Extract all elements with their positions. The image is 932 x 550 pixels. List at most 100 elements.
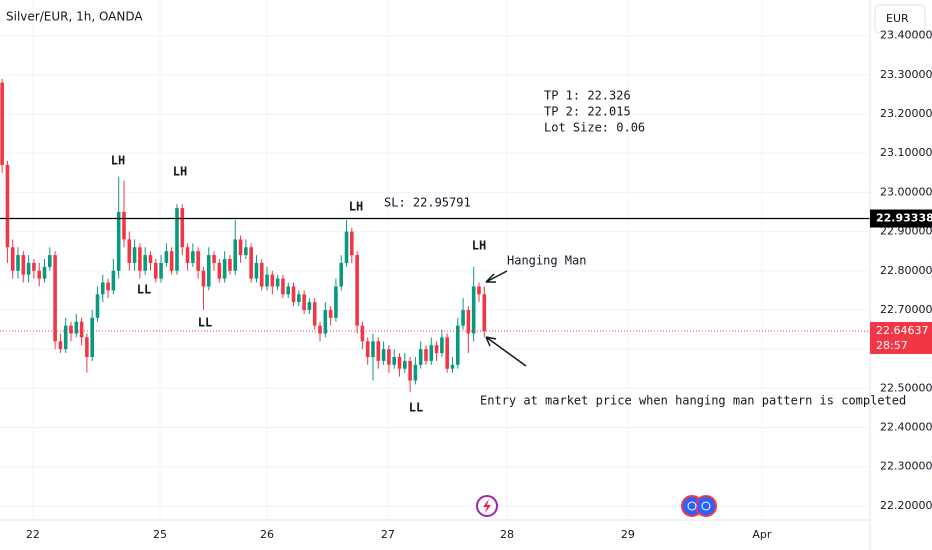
annotation: TP 1: 22.326 (544, 89, 631, 103)
y-tick-label: 23.20000 (880, 107, 932, 120)
candle-body (397, 356, 402, 369)
stop-loss-label-box (870, 209, 932, 228)
candle-body (413, 364, 418, 381)
candle-body (217, 262, 222, 279)
candle-body (106, 282, 110, 291)
currency-label[interactable]: EUR (886, 12, 909, 25)
candle-body (191, 251, 195, 263)
y-tick-label: 22.70000 (880, 303, 932, 316)
candle-body (455, 325, 460, 365)
candle-body (265, 274, 269, 287)
candle-body (21, 255, 26, 275)
candle-body (16, 255, 20, 271)
candle-body (79, 321, 84, 338)
x-tick-label: 25 (153, 528, 167, 541)
candle-body (365, 341, 370, 357)
candle-body (26, 262, 31, 275)
candle-body (424, 349, 428, 361)
candle-body (450, 364, 455, 369)
candle-body (339, 262, 344, 287)
y-tick-label: 22.30000 (880, 460, 932, 473)
y-tick-label: 23.40000 (880, 29, 932, 42)
price-label: 22.64637 (876, 324, 929, 337)
candle-body (381, 349, 386, 361)
candle-body (259, 262, 264, 287)
candle-body (466, 309, 471, 334)
grid-layer (0, 0, 870, 520)
candle-body (350, 231, 354, 256)
annotation: LL (409, 401, 423, 415)
x-tick-label: 27 (381, 528, 395, 541)
candle-body (159, 262, 163, 279)
candle-body (408, 360, 412, 381)
candle-body (42, 266, 47, 279)
candle-body (249, 247, 253, 279)
candle-body (0, 82, 4, 165)
arrow (485, 270, 508, 283)
candle-body (201, 270, 206, 287)
candle-body (440, 337, 444, 354)
candle-body (297, 294, 301, 303)
y-tick-label: 22.50000 (880, 381, 932, 394)
candle-body (318, 325, 322, 334)
candle-body (148, 255, 153, 263)
candle-body (334, 286, 338, 318)
candle-body (302, 294, 306, 310)
candle-body (461, 309, 465, 326)
candle-body (291, 286, 296, 303)
y-tick-label: 22.80000 (880, 264, 932, 277)
candle-body (323, 309, 328, 334)
candle-body (387, 349, 391, 365)
stop-loss-label: 22.93338 (876, 212, 932, 225)
candle-body (100, 282, 105, 295)
event-icon[interactable] (476, 495, 498, 517)
candle-body (53, 255, 57, 342)
candle-body (127, 239, 132, 263)
candle-body (85, 337, 89, 357)
candle-body (402, 360, 407, 369)
annotation: LL (137, 283, 151, 297)
annotation: LH (111, 154, 125, 168)
candle-body (344, 231, 349, 263)
candle-body (185, 247, 190, 263)
currency-button[interactable] (874, 4, 926, 34)
candle-body (228, 259, 232, 271)
price-label-box (870, 321, 932, 354)
annotation: SL: 22.95791 (384, 196, 471, 210)
candle-body (445, 337, 449, 369)
candle-body (355, 255, 359, 326)
candle-body (222, 259, 227, 279)
arrow (485, 336, 527, 367)
annotation: TP 2: 22.015 (544, 105, 631, 119)
candle-body (122, 211, 126, 240)
candle-body (164, 251, 169, 263)
candle-body (153, 262, 158, 279)
candle-body (434, 345, 439, 354)
candle-body (143, 255, 147, 271)
y-tick-label: 23.00000 (880, 185, 932, 198)
candle-body (233, 239, 238, 271)
x-tick-label: 26 (260, 528, 274, 541)
event-icon[interactable] (681, 495, 717, 517)
candle-body (111, 270, 116, 291)
countdown: 28:57 (876, 339, 908, 352)
y-tick-label: 23.10000 (880, 146, 932, 159)
x-tick-label: 29 (621, 528, 635, 541)
candle-body (58, 341, 63, 350)
candle-body (477, 286, 481, 295)
candle-body (281, 278, 285, 295)
candle-body (95, 294, 100, 318)
annotation: Lot Size: 0.06 (544, 121, 645, 135)
candle-body (286, 286, 291, 295)
candle-body (32, 262, 36, 271)
y-tick-label: 22.20000 (880, 499, 932, 512)
candle-body (63, 325, 68, 350)
chart-title: Silver/EUR, 1h, OANDA (6, 10, 143, 24)
candle-body (196, 251, 200, 271)
candle-body (360, 325, 365, 342)
candle-body (312, 302, 317, 326)
x-tick-label: Apr (752, 528, 772, 541)
candle-body (254, 262, 259, 279)
candle-body (471, 286, 476, 334)
candle-body (138, 247, 142, 271)
